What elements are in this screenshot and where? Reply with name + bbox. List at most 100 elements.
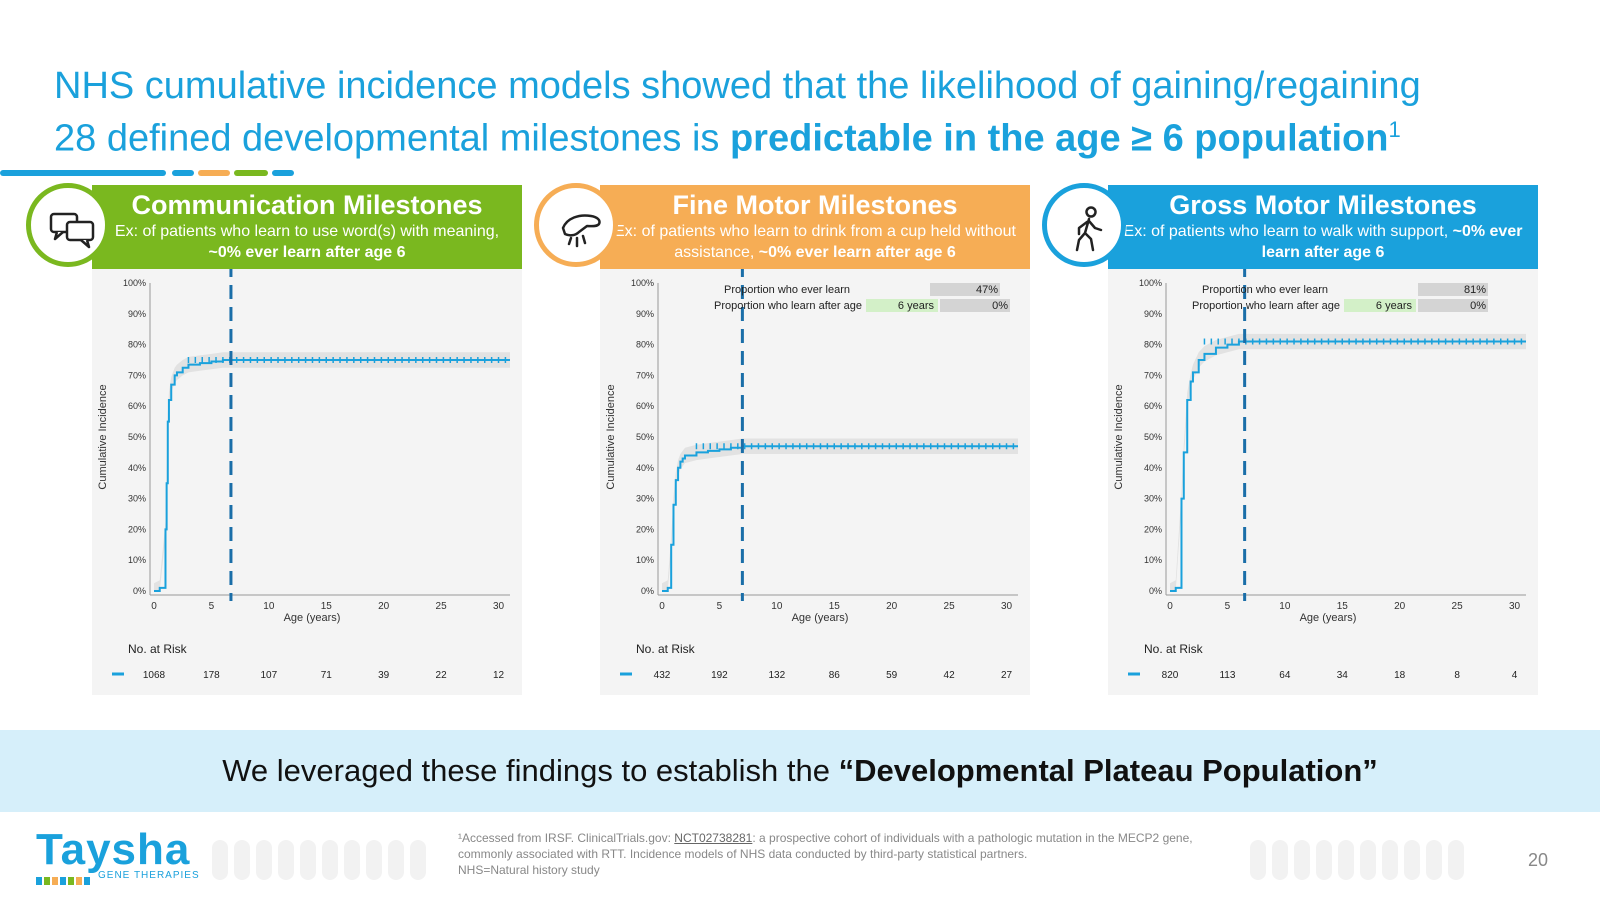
risk-value: 820 xyxy=(1162,670,1179,681)
y-tick-label: 40% xyxy=(1144,463,1162,473)
risk-value: 192 xyxy=(711,670,728,681)
y-tick-label: 80% xyxy=(128,340,146,350)
risk-value: 107 xyxy=(260,670,277,681)
y-tick-label: 30% xyxy=(1144,494,1162,504)
footnote: ¹Accessed from IRSF. ClinicalTrials.gov:… xyxy=(458,831,1193,877)
y-tick-label: 0% xyxy=(1149,586,1162,596)
risk-value: 59 xyxy=(886,670,898,681)
y-tick-label: 50% xyxy=(1144,432,1162,442)
x-tick-label: 30 xyxy=(1509,601,1521,612)
risk-value: 178 xyxy=(203,670,220,681)
walking-person-icon xyxy=(1042,183,1126,267)
table-row2-value: 0% xyxy=(992,300,1008,312)
y-tick-label: 20% xyxy=(636,524,654,534)
incidence-line xyxy=(154,359,510,592)
finemotor-banner: Fine Motor Milestones Ex: of patients wh… xyxy=(600,185,1030,269)
table-row1-cell xyxy=(1418,283,1488,296)
taysha-logo: Taysha GENE THERAPIES xyxy=(36,828,200,885)
risk-value: 39 xyxy=(378,670,390,681)
finemotor-chart-svg: 0% 10% 20% 30% 40% 50% 60% 70% 80% 90% 100% 0 5 10 15 2… xyxy=(605,269,1018,681)
finemotor-subtitle: Ex: of patients who learn to drink from … xyxy=(614,223,1016,261)
y-tick-label: 40% xyxy=(128,463,146,473)
grossmotor-chart: 0% 10% 20% 30% 40% 50% 60% 70% 80% 90% 100% 0 5 10 15 2… xyxy=(1108,269,1538,695)
footer-decoration-right xyxy=(1250,840,1470,885)
y-tick-label: 20% xyxy=(128,524,146,534)
risk-value: 34 xyxy=(1337,670,1349,681)
incidence-line xyxy=(1170,340,1526,592)
confidence-band xyxy=(662,438,1018,591)
communication-chart: 0% 10% 20% 30% 40% 50% 60% 70% 80% 90% 100% 0 5 10 15 2… xyxy=(92,269,522,695)
y-tick-label: 60% xyxy=(636,401,654,411)
table-row1-label: Proportion who ever learn xyxy=(1202,284,1328,296)
x-tick-label: 20 xyxy=(886,601,898,612)
communication-subtitle: Ex: of patients who learn to use word(s)… xyxy=(114,223,500,261)
risk-value: 18 xyxy=(1394,670,1406,681)
y-tick-label: 20% xyxy=(1144,524,1162,534)
risk-value: 4 xyxy=(1512,670,1518,681)
page-number: 20 xyxy=(1527,850,1548,870)
x-tick-label: 15 xyxy=(829,601,841,612)
x-tick-label: 30 xyxy=(1001,601,1013,612)
y-tick-label: 100% xyxy=(123,278,146,288)
y-tick-label: 70% xyxy=(636,370,654,380)
communication-banner: Communication Milestones Ex: of patients… xyxy=(92,185,522,269)
x-tick-label: 25 xyxy=(1452,601,1464,612)
trial-link[interactable]: NCT02738281 xyxy=(674,831,753,845)
y-tick-label: 90% xyxy=(636,309,654,319)
table-row1-value: 81% xyxy=(1464,284,1486,296)
incidence-line xyxy=(662,445,1018,592)
table-row2-age: 6 years xyxy=(898,300,935,312)
grossmotor-chart-svg: 0%10%20%30%40%50%60%70%80%90%100%0 5 10 15 2… xyxy=(1113,269,1526,681)
table-row1-cell xyxy=(930,283,1000,296)
communication-panel: Communication Milestones Ex: of patients… xyxy=(26,183,522,695)
y-axis-label: Cumulative Incidence xyxy=(97,384,109,489)
x-tick-label: 10 xyxy=(263,601,275,612)
table-row2-age: 6 years xyxy=(1376,300,1413,312)
risk-value: 71 xyxy=(321,670,333,681)
y-tick-label: 60% xyxy=(1144,401,1162,411)
grossmotor-title: Gross Motor Milestones xyxy=(1169,190,1477,220)
title-footnote-ref: 1 xyxy=(1388,117,1401,142)
x-tick-label: 15 xyxy=(321,601,333,612)
x-tick-label: 20 xyxy=(378,601,390,612)
grossmotor-panel: Gross Motor Milestones Ex: of patients w… xyxy=(1042,183,1538,695)
speech-bubbles-icon xyxy=(26,183,110,267)
y-tick-label: 0% xyxy=(133,586,146,596)
y-tick-label: 60% xyxy=(128,401,146,411)
x-tick-label: 15 xyxy=(1337,601,1349,612)
y-tick-label: 100% xyxy=(1139,278,1162,288)
y-tick-label: 70% xyxy=(1144,370,1162,380)
x-tick-label: 5 xyxy=(1225,601,1231,612)
risk-value: 12 xyxy=(493,670,505,681)
logo-bars xyxy=(36,873,100,891)
confidence-band xyxy=(154,352,510,591)
y-tick-label: 100% xyxy=(631,278,654,288)
x-tick-label: 0 xyxy=(151,601,157,612)
x-tick-label: 20 xyxy=(1394,601,1406,612)
table-row2-value: 0% xyxy=(1470,300,1486,312)
y-tick-label: 70% xyxy=(128,370,146,380)
y-tick-label: 50% xyxy=(636,432,654,442)
risk-value: 27 xyxy=(1001,670,1013,681)
x-axis-label: Age (years) xyxy=(792,612,849,624)
risk-value: 86 xyxy=(829,670,841,681)
y-tick-label: 90% xyxy=(1144,309,1162,319)
x-axis-label: Age (years) xyxy=(284,612,341,624)
title-line-2-plain: 28 defined developmental milestones is xyxy=(54,117,730,160)
risk-label: No. at Risk xyxy=(128,642,188,656)
y-tick-label: 10% xyxy=(1144,555,1162,565)
finemotor-chart: 0% 10% 20% 30% 40% 50% 60% 70% 80% 90% 100% 0 5 10 15 2… xyxy=(600,269,1030,695)
x-tick-label: 25 xyxy=(944,601,956,612)
x-axis-label: Age (years) xyxy=(1300,612,1357,624)
y-tick-label: 30% xyxy=(128,494,146,504)
x-tick-label: 5 xyxy=(209,601,215,612)
x-tick-label: 10 xyxy=(1279,601,1291,612)
y-tick-label: 80% xyxy=(636,340,654,350)
y-axis-label: Cumulative Incidence xyxy=(1113,384,1125,489)
risk-value: 113 xyxy=(1219,670,1235,681)
confidence-band xyxy=(1170,333,1526,591)
risk-value: 132 xyxy=(768,670,785,681)
communication-chart-svg: 0% 10% 20% 30% 40% 50% 60% 70% 80% 90% 100% 0 5 10 15 2… xyxy=(97,269,510,681)
y-tick-label: 0% xyxy=(641,586,654,596)
table-row1-label: Proportion who ever learn xyxy=(724,284,850,296)
